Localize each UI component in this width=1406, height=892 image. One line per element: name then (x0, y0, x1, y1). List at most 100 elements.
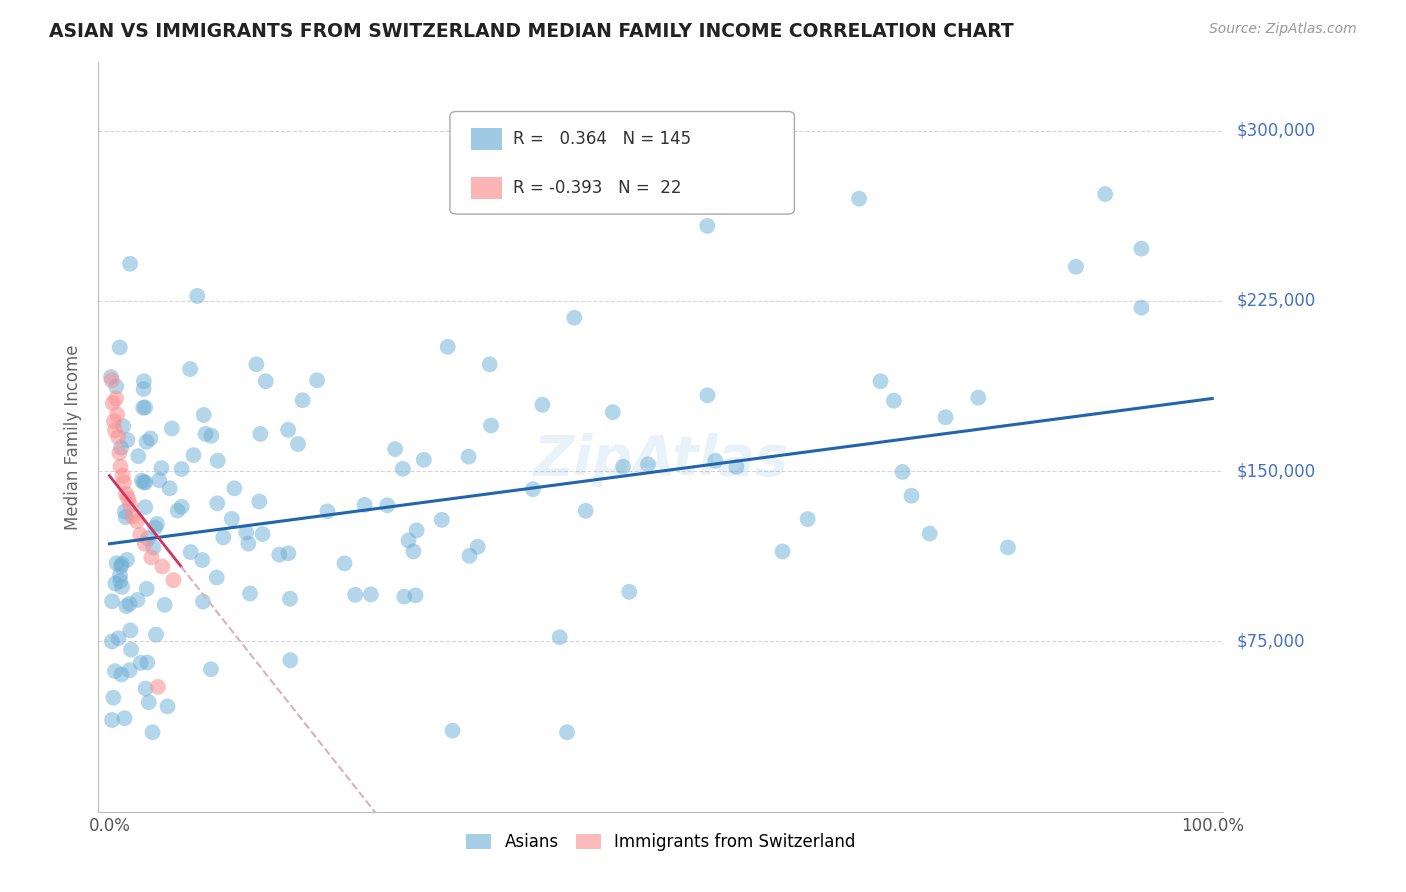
Point (384, 442, 406, 457)
Point (110, 574, 132, 588)
Point (135, 434, 157, 449)
Point (160, 421, 183, 435)
Point (115, 487, 138, 501)
Point (280, 653, 302, 667)
Point (103, 414, 125, 428)
Point (135, 582, 157, 596)
Point (136, 532, 159, 546)
Point (104, 423, 127, 437)
Point (278, 591, 301, 606)
Point (105, 556, 128, 570)
Point (725, 459, 748, 474)
Point (108, 340, 131, 354)
Point (127, 449, 149, 463)
Point (134, 537, 156, 551)
Point (900, 489, 922, 503)
Point (153, 598, 176, 612)
Point (150, 559, 173, 574)
Point (104, 576, 127, 591)
Point (129, 656, 152, 670)
Point (277, 423, 299, 437)
Point (316, 504, 339, 518)
Text: $75,000: $75,000 (1237, 632, 1306, 650)
Point (602, 405, 624, 419)
Point (200, 662, 222, 676)
Text: $225,000: $225,000 (1237, 292, 1316, 310)
Point (135, 681, 157, 696)
Point (100, 370, 122, 384)
Point (934, 410, 956, 425)
Text: R =   0.364   N = 145: R = 0.364 N = 145 (513, 130, 692, 148)
Point (398, 533, 420, 548)
Point (402, 544, 425, 558)
Point (1130, 301, 1153, 315)
Point (115, 599, 138, 614)
Point (108, 568, 131, 582)
Point (117, 433, 139, 447)
Point (180, 545, 202, 559)
Point (159, 481, 181, 495)
Point (110, 441, 132, 455)
Point (166, 503, 188, 517)
Point (235, 525, 257, 540)
Point (247, 494, 270, 508)
Point (103, 690, 125, 705)
Point (1130, 242, 1153, 256)
Point (118, 597, 141, 611)
Point (110, 459, 132, 474)
Point (375, 498, 398, 512)
Point (254, 374, 277, 388)
Point (405, 588, 427, 602)
Point (100, 373, 122, 387)
Point (478, 357, 501, 371)
Point (193, 408, 215, 422)
Point (132, 374, 155, 388)
Point (111, 580, 134, 594)
Point (458, 549, 481, 563)
Point (101, 594, 124, 608)
Point (183, 448, 205, 462)
Point (150, 461, 173, 475)
Point (412, 452, 434, 467)
Point (239, 586, 262, 600)
Point (1064, 260, 1087, 274)
Point (430, 513, 453, 527)
Point (467, 540, 489, 554)
Point (212, 530, 235, 544)
Point (555, 725, 578, 739)
Point (170, 500, 193, 514)
Point (121, 509, 143, 524)
Point (531, 398, 554, 412)
Point (156, 699, 179, 714)
Point (612, 459, 634, 474)
Point (269, 548, 291, 562)
Point (101, 396, 124, 410)
Point (548, 630, 571, 644)
Point (101, 634, 124, 648)
Point (869, 374, 891, 388)
Point (696, 219, 718, 233)
Point (162, 573, 184, 587)
Point (457, 450, 479, 464)
Point (238, 536, 260, 550)
Point (110, 559, 132, 574)
Point (112, 419, 135, 434)
Point (134, 500, 156, 515)
Text: ASIAN VS IMMIGRANTS FROM SWITZERLAND MEDIAN FAMILY INCOME CORRELATION CHART: ASIAN VS IMMIGRANTS FROM SWITZERLAND MED… (49, 22, 1014, 41)
Point (967, 391, 990, 405)
Point (145, 627, 167, 641)
Point (105, 379, 128, 393)
Point (333, 557, 356, 571)
Point (522, 482, 544, 496)
Point (704, 454, 727, 468)
Point (796, 512, 818, 526)
Point (344, 588, 367, 602)
Point (997, 541, 1019, 555)
Point (148, 473, 170, 487)
Text: R = -0.393   N =  22: R = -0.393 N = 22 (513, 179, 682, 197)
Point (353, 498, 375, 512)
Point (132, 382, 155, 396)
Point (110, 667, 132, 681)
Point (134, 401, 156, 415)
Point (207, 454, 229, 468)
